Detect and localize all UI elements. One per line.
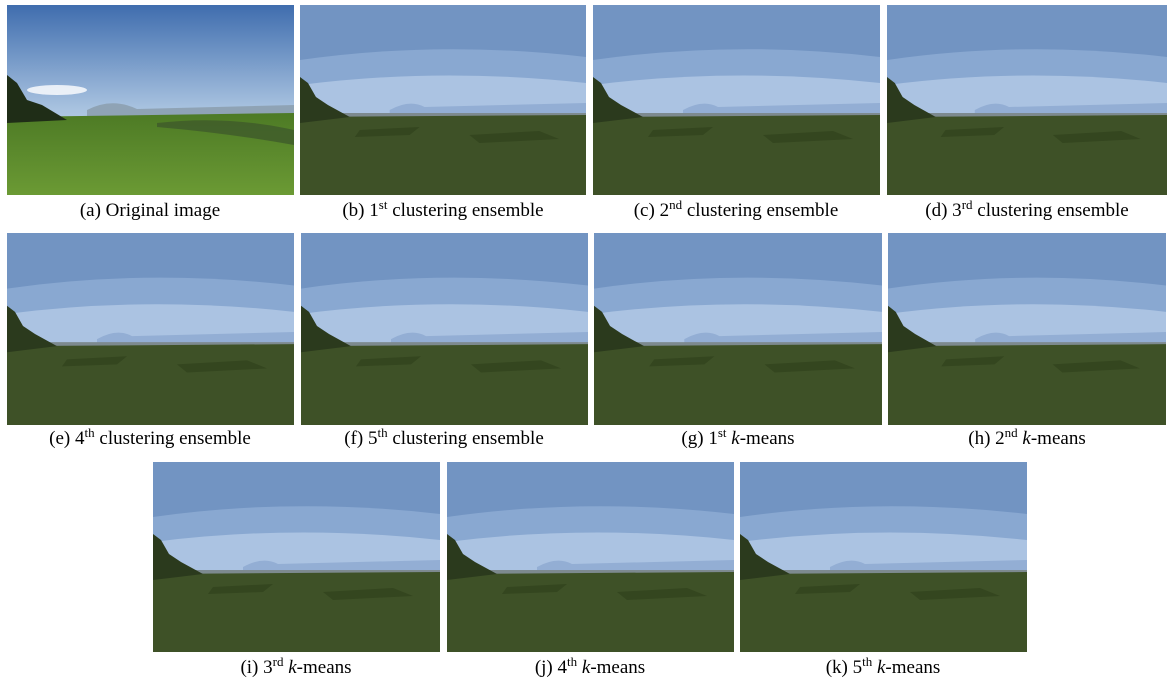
- segmented-image: [7, 233, 294, 425]
- caption-part: (k) 5: [826, 657, 862, 678]
- caption-part: (h) 2: [968, 428, 1004, 449]
- caption-part: clustering ensemble: [682, 200, 838, 221]
- caption-part: th: [567, 654, 578, 669]
- segmented-image: [887, 5, 1167, 195]
- caption: (e) 4th clustering ensemble: [49, 425, 251, 449]
- segmented-image: [593, 5, 880, 195]
- segmented-image: [888, 233, 1166, 425]
- segmented-image: [740, 462, 1027, 652]
- caption-part: clustering ensemble: [387, 200, 543, 221]
- caption-part: th: [85, 425, 96, 440]
- caption: (b) 1st clustering ensemble: [342, 197, 543, 221]
- caption-part: -means: [1031, 428, 1086, 449]
- caption: (k) 5th k-means: [826, 654, 941, 678]
- caption-part: th: [862, 654, 873, 669]
- segmented-image: [153, 462, 440, 652]
- segmented-image: [447, 462, 734, 652]
- caption-part: rd: [962, 197, 973, 212]
- caption-part: (e) 4: [49, 428, 85, 449]
- caption-part: (g) 1: [681, 428, 717, 449]
- caption-part: (a) Original image: [80, 200, 220, 221]
- caption-part: (b) 1: [342, 200, 378, 221]
- caption-part: -means: [590, 657, 645, 678]
- caption: (g) 1st k-means: [681, 425, 794, 449]
- caption: (f) 5th clustering ensemble: [344, 425, 544, 449]
- segmented-image: [301, 233, 588, 425]
- caption-part: th: [377, 425, 388, 440]
- segmented-image: [594, 233, 882, 425]
- caption-part: (f) 5: [344, 428, 377, 449]
- panel-images: [7, 5, 1167, 652]
- caption-part: clustering ensemble: [973, 200, 1129, 221]
- caption-part: clustering ensemble: [95, 428, 251, 449]
- caption-part: rd: [273, 654, 284, 669]
- caption-part: -means: [740, 428, 795, 449]
- caption-part: (d) 3: [925, 200, 961, 221]
- caption-part: nd: [669, 197, 683, 212]
- caption-part: nd: [1005, 425, 1019, 440]
- caption: (a) Original image: [80, 200, 220, 221]
- caption: (d) 3rd clustering ensemble: [925, 197, 1128, 221]
- caption-part: (c) 2: [634, 200, 669, 221]
- original-image: [7, 5, 294, 195]
- caption: (h) 2nd k-means: [968, 425, 1085, 449]
- segmented-image: [300, 5, 586, 195]
- caption: (j) 4th k-means: [535, 654, 645, 678]
- caption: (c) 2nd clustering ensemble: [634, 197, 839, 221]
- caption: (i) 3rd k-means: [240, 654, 351, 678]
- caption-part: -means: [885, 657, 940, 678]
- caption-part: clustering ensemble: [388, 428, 544, 449]
- caption-part: (i) 3: [240, 657, 272, 678]
- caption-part: -means: [297, 657, 352, 678]
- caption-part: (j) 4: [535, 657, 568, 678]
- figure: (a) Original image (b) 1st clustering ens…: [0, 0, 1170, 679]
